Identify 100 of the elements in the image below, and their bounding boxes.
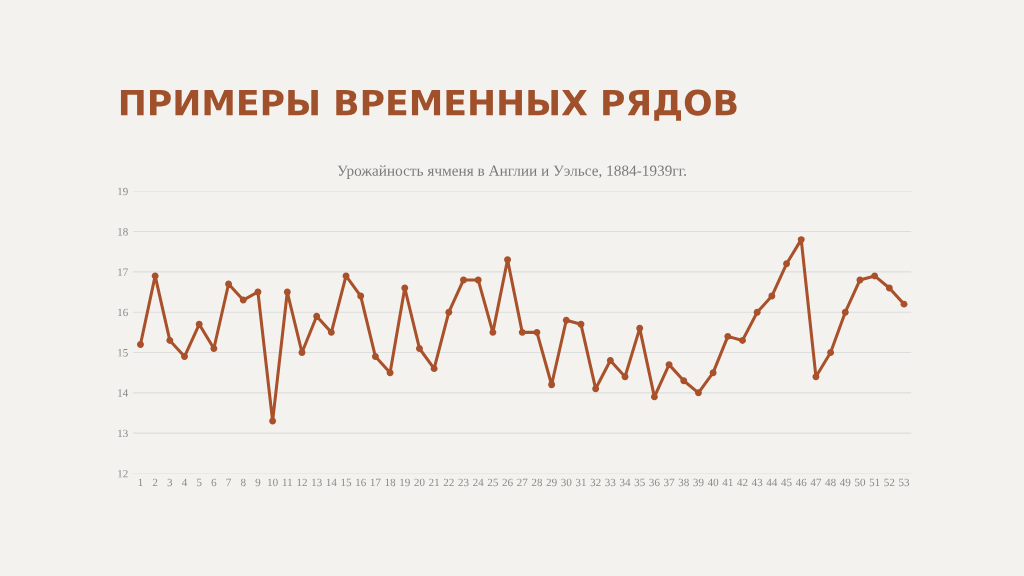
point	[269, 417, 277, 425]
x-tick-label: 40	[707, 478, 719, 487]
point	[753, 308, 761, 316]
point	[885, 284, 893, 292]
x-tick-label: 10	[268, 478, 278, 487]
point	[783, 260, 791, 268]
point	[313, 312, 321, 320]
point	[724, 332, 732, 340]
x-tick-label: 28	[531, 478, 543, 487]
x-tick-label: 36	[649, 478, 660, 487]
x-tick-label: 27	[517, 478, 528, 487]
x-tick-label: 5	[197, 478, 202, 487]
point	[562, 316, 570, 324]
x-tick-label: 44	[766, 478, 778, 487]
x-tick-label: 20	[414, 478, 425, 487]
point	[386, 369, 394, 377]
point	[225, 280, 233, 288]
chart-subtitle: Урожайность ячменя в Англии и Уэльсе, 1884-1939гг.	[337, 165, 686, 179]
x-tick-label: 9	[255, 478, 261, 487]
point	[327, 328, 335, 336]
x-tick-label: 49	[839, 478, 851, 487]
point	[841, 308, 849, 316]
x-tick-label: 15	[341, 478, 352, 487]
point	[445, 308, 453, 316]
y-tick-label: 18	[118, 228, 128, 236]
x-tick-label: 46	[795, 478, 807, 487]
chart-title: ПРИМЕРЫ ВРЕМЕННЫХ РЯДОВ	[120, 89, 737, 121]
point	[474, 276, 482, 284]
point	[489, 328, 497, 336]
point	[136, 340, 144, 348]
point	[415, 345, 423, 352]
x-tick-label: 29	[546, 478, 557, 487]
x-tick-label: 32	[590, 478, 601, 487]
x-tick-label: 7	[226, 478, 232, 487]
x-tick-label: 14	[326, 478, 337, 487]
x-tick-label: 18	[385, 478, 396, 487]
x-tick-label: 41	[722, 478, 733, 487]
point	[210, 345, 218, 352]
x-tick-label: 47	[810, 478, 822, 487]
y-tick-label: 19	[118, 187, 128, 196]
point	[680, 377, 688, 385]
x-tick-label: 4	[181, 478, 188, 487]
x-tick-label: 45	[781, 478, 792, 487]
x-tick-label: 37	[664, 478, 675, 487]
point	[650, 393, 658, 401]
point	[401, 284, 409, 292]
point	[357, 292, 365, 300]
x-tick-label: 50	[855, 478, 866, 487]
point	[166, 336, 174, 344]
point	[151, 272, 159, 280]
x-tick-label: 51	[869, 478, 880, 487]
x-tick-label: 25	[487, 478, 498, 487]
point	[298, 349, 306, 356]
x-tick-label: 11	[282, 478, 292, 487]
point	[636, 324, 644, 332]
x-tick-label: 3	[167, 478, 173, 487]
y-tick-label: 15	[118, 349, 128, 357]
x-tick-label: 23	[458, 478, 469, 487]
y-tick-label: 13	[118, 429, 128, 438]
point	[768, 292, 776, 300]
x-tick-label: 1	[138, 478, 143, 487]
x-tick-label: 42	[737, 478, 748, 487]
point	[548, 381, 556, 389]
x-tick-label: 48	[825, 478, 836, 487]
y-tick-label: 12	[118, 469, 128, 478]
point	[694, 389, 702, 397]
x-tick-label: 2	[152, 478, 158, 487]
point	[812, 373, 820, 381]
x-tick-label: 31	[575, 478, 586, 487]
x-tick-label: 24	[473, 478, 484, 487]
point	[504, 256, 512, 264]
x-tick-label: 6	[211, 478, 217, 487]
x-tick-label: 52	[884, 478, 895, 487]
x-tick-label: 33	[605, 478, 616, 487]
point	[709, 369, 717, 377]
y-tick-label: 17	[118, 268, 128, 276]
point	[606, 357, 614, 365]
x-tick-label: 53	[899, 478, 910, 487]
x-tick-label: 13	[312, 478, 322, 487]
x-tick-label: 43	[751, 478, 763, 487]
point	[181, 353, 188, 361]
x-tick-label: 16	[356, 478, 366, 487]
x-tick-label: 38	[678, 478, 689, 487]
point	[592, 385, 600, 393]
x-tick-label: 26	[502, 478, 513, 487]
y-tick-label: 16	[118, 308, 128, 317]
point	[460, 276, 467, 284]
point	[283, 288, 291, 296]
x-tick-label: 12	[297, 478, 307, 487]
x-tick-label: 17	[370, 478, 381, 487]
x-tick-label: 34	[620, 478, 631, 487]
x-tick-label: 8	[240, 478, 246, 487]
point	[871, 272, 879, 280]
point	[533, 328, 541, 336]
x-tick-label: 35	[634, 478, 645, 487]
point	[239, 296, 247, 304]
point	[577, 320, 585, 328]
point	[621, 373, 629, 381]
point	[797, 236, 805, 244]
x-tick-label: 19	[400, 478, 410, 487]
